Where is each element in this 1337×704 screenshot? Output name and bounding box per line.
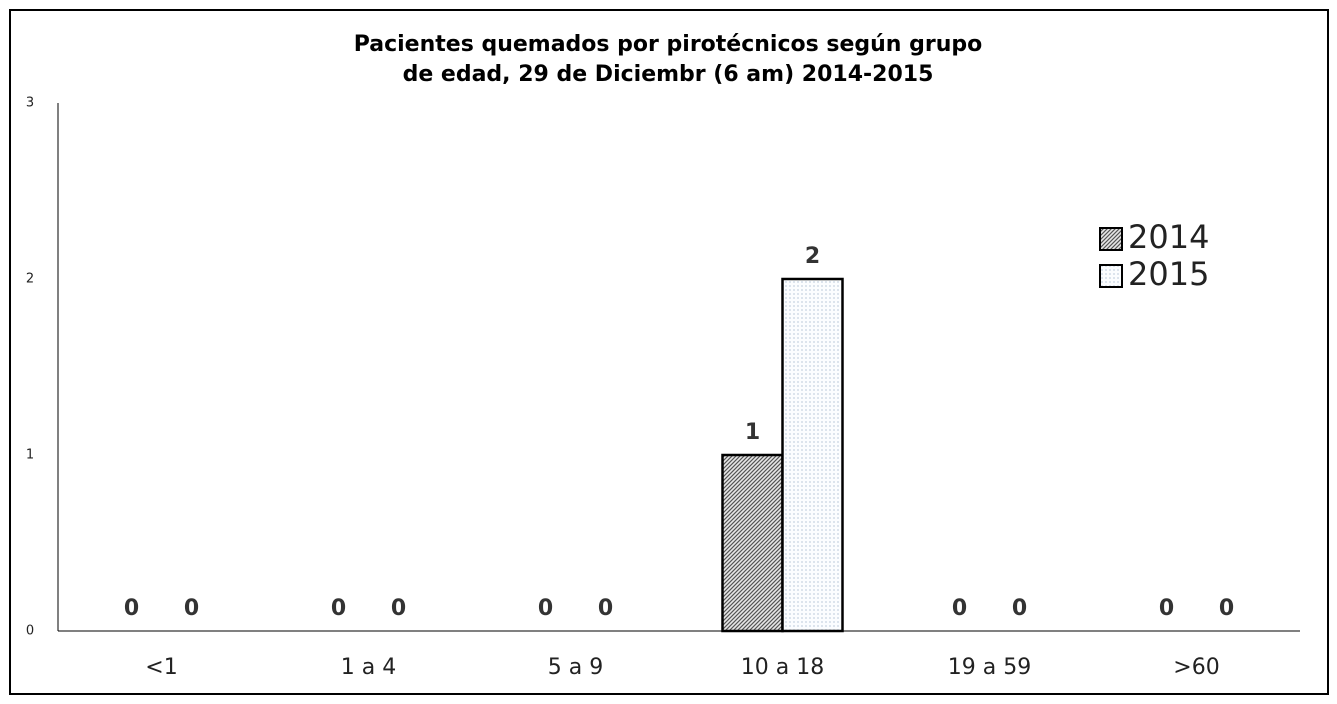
legend-label: 2015 [1128, 255, 1209, 293]
x-tick-label: 5 a 9 [548, 655, 603, 680]
x-tick-label: 1 a 4 [341, 655, 396, 680]
value-label: 0 [1012, 596, 1027, 621]
y-tick-label: 2 [26, 272, 34, 287]
legend-swatch [1099, 264, 1123, 288]
bar [781, 277, 844, 633]
value-label: 0 [1159, 596, 1174, 621]
x-tick-label: >60 [1173, 655, 1219, 680]
y-tick-label: 1 [26, 448, 34, 463]
bar [721, 453, 784, 633]
legend-label: 2014 [1128, 218, 1209, 256]
value-label: 0 [538, 596, 553, 621]
value-label: 0 [124, 596, 139, 621]
legend-swatch [1099, 227, 1123, 251]
x-tick-label: 10 a 18 [741, 655, 824, 680]
value-label: 1 [745, 420, 760, 445]
x-tick-label: <1 [145, 655, 177, 680]
chart-title: Pacientes quemados por pirotécnicos segú… [354, 32, 983, 57]
value-label: 0 [391, 596, 406, 621]
x-tick-label: 19 a 59 [948, 655, 1031, 680]
value-label: 0 [184, 596, 199, 621]
y-tick-label: 3 [26, 96, 34, 111]
value-label: 0 [1219, 596, 1234, 621]
value-label: 0 [952, 596, 967, 621]
chart-border [9, 9, 1329, 695]
value-label: 0 [331, 596, 346, 621]
value-label: 0 [598, 596, 613, 621]
value-label: 2 [805, 244, 820, 269]
chart-title: de edad, 29 de Diciembr (6 am) 2014-2015 [403, 62, 934, 87]
y-tick-label: 0 [26, 624, 34, 639]
